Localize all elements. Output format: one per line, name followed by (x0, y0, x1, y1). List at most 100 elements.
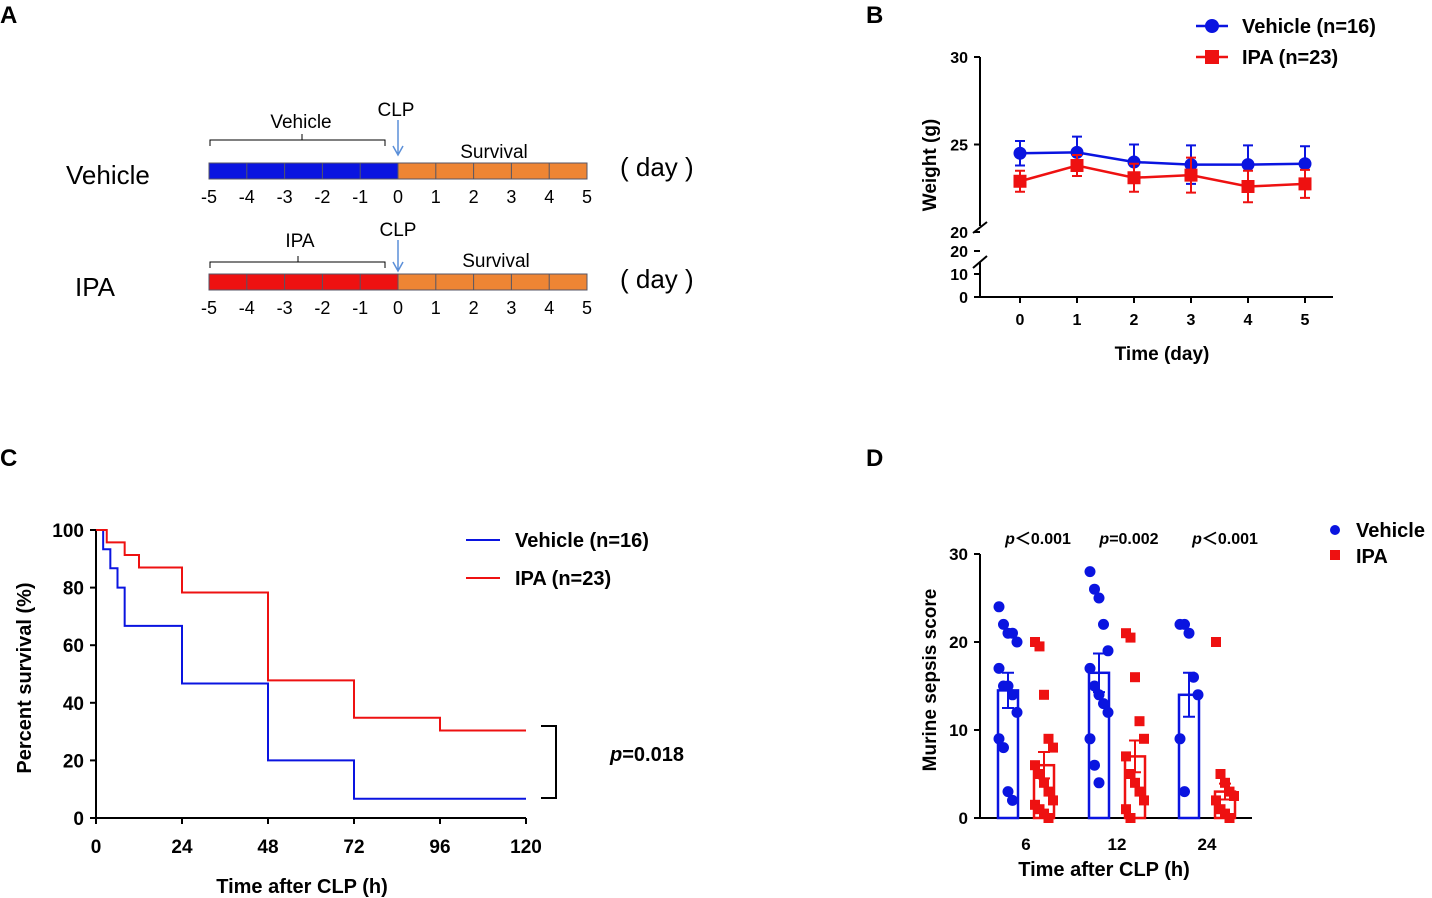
b-series-line (1019, 151, 1306, 166)
d-y-tick-label: 30 (949, 545, 968, 564)
d-point-ipa (1211, 637, 1221, 647)
c-survival-curve-vehicle (96, 529, 526, 800)
day-tick-label: 1 (431, 298, 441, 318)
c-x-tick-label: 0 (91, 837, 102, 858)
unit-label-vehicle: ( day ) (620, 152, 694, 182)
d-point-ipa (1139, 733, 1149, 744)
d-y-tick-label: 20 (949, 633, 968, 652)
d-point-ipa (1134, 716, 1145, 727)
d-point-ipa (1125, 769, 1136, 779)
c-x-tick-label: 96 (429, 837, 450, 858)
b-legend-vehicle-marker (1205, 19, 1219, 33)
c-p-number: =0.018 (622, 744, 684, 766)
day-tick-label: 2 (469, 187, 479, 207)
d-point-vehicle (1002, 786, 1014, 798)
d-point-vehicle (998, 742, 1009, 754)
pretreat-brace-ipa (209, 256, 386, 268)
b-y-tick-label: 0 (959, 290, 968, 307)
d-point-ipa (1211, 795, 1221, 806)
d-point-vehicle (1084, 662, 1096, 674)
panel-c-survival-chart: 0 20 40 60 80 100 0 24 48 72 96 120 Percent surviva… (14, 521, 684, 898)
b-y-tick-label: 30 (950, 50, 968, 67)
bar-segments-ipa (246, 274, 550, 290)
d-point-ipa (1034, 641, 1045, 652)
d-point-vehicle (1183, 627, 1195, 639)
b-x-tick-label: 4 (1244, 312, 1253, 329)
d-point-ipa (1121, 804, 1131, 815)
d-point-vehicle (1011, 636, 1023, 648)
d-legend-ipa-marker (1330, 550, 1340, 560)
d-point-vehicle (1089, 759, 1100, 771)
d-y-tick-label: 0 (959, 809, 968, 828)
day-tick-label: -2 (314, 298, 330, 318)
d-point-vehicle (1093, 592, 1105, 604)
panel-letter-b: B (866, 2, 883, 29)
c-significance-bracket (541, 725, 557, 799)
b-legend: Vehicle (n=16) IPA (n=23) (1196, 16, 1376, 69)
b-legend-vehicle-label: Vehicle (n=16) (1242, 16, 1376, 38)
d-point-vehicle (1102, 645, 1114, 657)
day-tick-label: 0 (393, 187, 403, 207)
b-x-tick-label: 3 (1187, 312, 1196, 329)
d-point-ipa (1130, 672, 1140, 683)
d-p-value: p＜0.001 (1191, 531, 1258, 548)
day-ticks-ipa: -5 -4 -3 -2 -1 0 1 2 3 4 5 (201, 298, 592, 318)
d-point-ipa (1039, 777, 1049, 788)
b-x-tick-label: 0 (1016, 312, 1025, 329)
d-point-ipa (1043, 813, 1054, 823)
day-tick-label: 3 (506, 298, 516, 318)
d-p-values: p＜0.001 p=0.002 p＜0.001 (1004, 531, 1258, 548)
pretreat-bar-vehicle (208, 162, 399, 180)
d-point-ipa (1220, 777, 1230, 788)
d-ticks: 0 10 20 30 6 12 24 (949, 545, 1217, 854)
d-p-italic: p (1191, 531, 1202, 548)
c-series (96, 529, 526, 800)
b-point-vehicle (1241, 158, 1255, 172)
b-y-tick-label: 20 (950, 225, 968, 242)
c-y-tick-label: 40 (63, 694, 84, 715)
b-y-axis-title: Weight (g) (920, 119, 941, 212)
d-point-vehicle (1179, 618, 1190, 630)
d-legend-ipa-label: IPA (1356, 546, 1388, 568)
d-p-number: ＜0.001 (1202, 531, 1258, 548)
d-p-italic: p (1004, 531, 1015, 548)
d-x-tick-label: 6 (1021, 835, 1030, 854)
c-y-axis-title: Percent survival (%) (14, 582, 36, 773)
d-point-vehicle (1084, 566, 1096, 578)
c-legend-vehicle-label: Vehicle (n=16) (515, 530, 649, 552)
d-point-ipa (1130, 777, 1140, 788)
c-x-tick-label: 72 (343, 837, 364, 858)
d-point-vehicle (993, 733, 1005, 745)
b-y-tick-label: 25 (950, 138, 968, 155)
d-x-axis-title: Time after CLP (h) (1018, 859, 1190, 881)
survival-label-vehicle: Survival (460, 142, 528, 163)
d-point-ipa (1139, 795, 1149, 806)
b-y-tick-label: 20 (950, 244, 968, 261)
day-tick-label: -2 (314, 187, 330, 207)
day-tick-label: 4 (544, 187, 554, 207)
c-p-italic: p (609, 744, 622, 766)
day-tick-label: -5 (201, 298, 217, 318)
d-point-ipa (1134, 786, 1145, 797)
b-point-ipa (1298, 177, 1312, 191)
b-point-vehicle (1013, 146, 1027, 160)
d-legend-vehicle-marker (1330, 525, 1340, 535)
d-point-ipa (1030, 760, 1040, 771)
d-point-vehicle (1089, 680, 1100, 692)
d-point-ipa (1043, 786, 1054, 797)
d-p-italic: p (1098, 531, 1109, 548)
d-p-number: ＜0.001 (1015, 531, 1071, 548)
clp-label-vehicle: CLP (378, 100, 415, 121)
d-point-vehicle (993, 601, 1005, 613)
d-y-tick-label: 10 (949, 721, 968, 740)
d-axes (979, 554, 1252, 819)
c-legend-ipa-label: IPA (n=23) (515, 568, 611, 590)
d-point-vehicle (1089, 583, 1100, 595)
d-point-vehicle (993, 662, 1005, 674)
day-tick-label: -4 (239, 187, 255, 207)
b-series-line (1019, 164, 1306, 188)
d-point-ipa (1125, 813, 1136, 823)
pretreat-label-ipa: IPA (285, 231, 315, 252)
d-point-vehicle (1192, 689, 1204, 701)
